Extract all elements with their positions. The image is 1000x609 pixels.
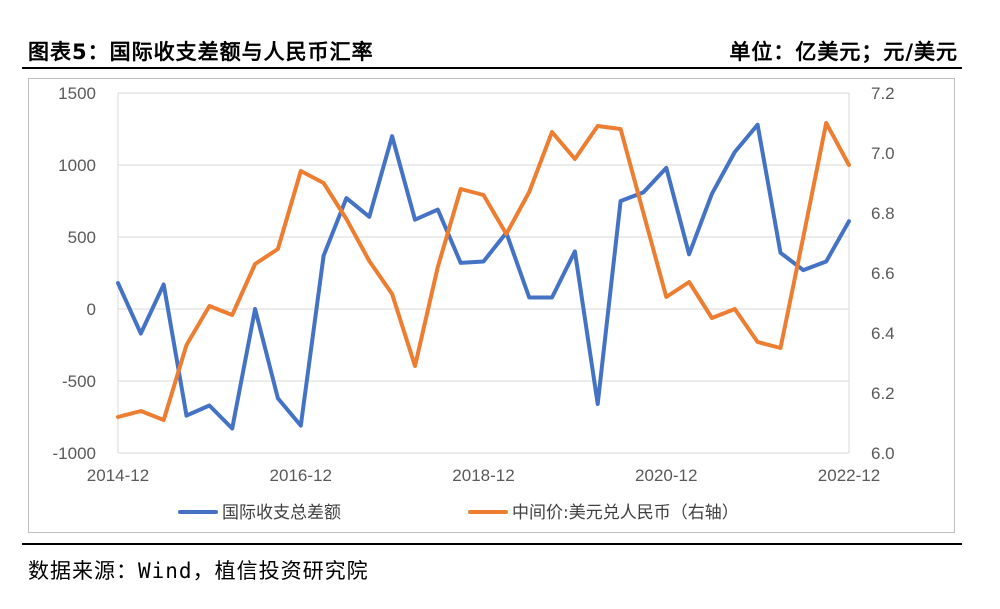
x-tick-label: 2018-12 [452,466,514,485]
legend[interactable]: 国际收支总差额 中间价:美元兑人民币（右轴） [178,503,739,523]
right-tick-label: 6.8 [871,204,895,223]
right-tick-label: 6.4 [871,324,895,343]
unit-label: 单位：亿美元；元/美元 [729,40,958,64]
right-tick-label: 7.0 [871,144,895,163]
chart-header: 图表5：国际收支差额与人民币汇率 单位：亿美元；元/美元 [22,0,962,68]
left-tick-label: 0 [87,300,96,319]
right-tick-label: 7.2 [871,84,895,103]
source-note: 数据来源：Wind，植信投资研究院 [28,559,369,583]
plot-frame [28,78,955,533]
right-tick-label: 6.6 [871,264,895,283]
right-tick-label: 6.0 [871,444,895,463]
right-axis-ticks: 6.0 6.2 6.4 6.6 6.8 7.0 7.2 [871,84,895,463]
series-line-2 [116,121,851,422]
top-rule [22,67,962,69]
left-tick-label: 1500 [58,84,96,103]
left-tick-label: 500 [68,228,96,247]
x-tick-label: 2014-12 [87,466,149,485]
series-line-1 [116,122,851,431]
legend-label-2: 中间价:美元兑人民币（右轴） [512,503,739,523]
left-tick-label: -1000 [53,444,96,463]
x-tick-label: 2016-12 [270,466,332,485]
bottom-rule [22,543,962,545]
series-lines [116,121,851,431]
chart-title: 图表5：国际收支差额与人民币汇率 [28,40,374,64]
left-axis-ticks: -1000 -500 0 500 1000 1500 [53,84,96,463]
left-tick-label: -500 [62,372,96,391]
left-tick-label: 1000 [58,156,96,175]
x-tick-label: 2020-12 [635,466,697,485]
legend-label-1: 国际收支总差额 [222,503,341,523]
x-tick-label: 2022-12 [818,466,880,485]
x-axis-ticks: 2014-12 2016-12 2018-12 2020-12 2022-12 [87,466,880,485]
right-tick-label: 6.2 [871,384,895,403]
